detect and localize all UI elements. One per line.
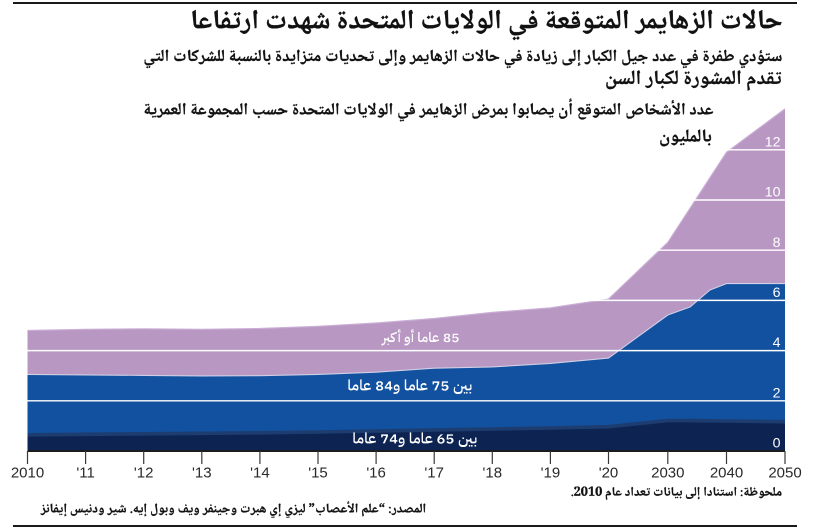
svg-text:'14: '14 <box>250 465 270 482</box>
svg-text:'15: '15 <box>308 465 328 482</box>
svg-text:'17: '17 <box>424 465 444 482</box>
svg-text:'18: '18 <box>483 465 503 482</box>
svg-text:2010: 2010 <box>11 465 44 482</box>
svg-text:10: 10 <box>765 185 781 201</box>
svg-text:'12: '12 <box>134 465 154 482</box>
svg-text:'20: '20 <box>599 465 619 482</box>
svg-text:12: 12 <box>765 134 781 150</box>
svg-text:4: 4 <box>773 335 781 351</box>
svg-text:'16: '16 <box>366 465 386 482</box>
svg-text:2050: 2050 <box>768 465 801 482</box>
svg-text:'19: '19 <box>541 465 561 482</box>
svg-text:2040: 2040 <box>710 465 743 482</box>
svg-text:'13: '13 <box>192 465 212 482</box>
svg-text:'11: '11 <box>76 465 94 482</box>
svg-text:6: 6 <box>773 285 781 301</box>
svg-text:2: 2 <box>773 385 781 401</box>
svg-text:2030: 2030 <box>651 465 684 482</box>
svg-text:0: 0 <box>773 436 781 452</box>
svg-text:8: 8 <box>773 235 781 251</box>
